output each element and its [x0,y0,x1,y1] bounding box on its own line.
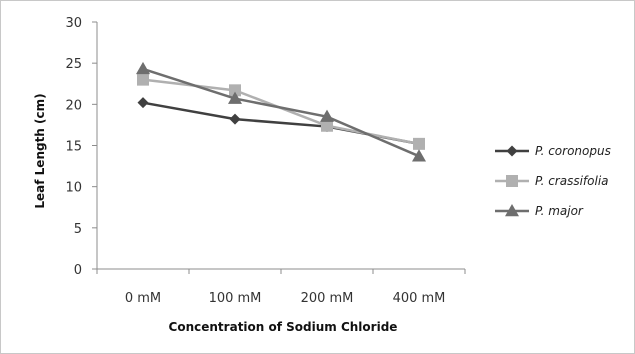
y-axis-title: Leaf Length (cm) [33,93,47,208]
legend: P. coronopus P. crassifolia P. major [495,144,611,218]
legend-label: P. coronopus [535,144,611,158]
data-point [228,91,242,104]
y-tick-label: 10 [65,181,82,196]
y-tick-label: 5 [74,222,82,237]
legend-marker [506,175,518,187]
x-tick-label: 100 mM [209,291,262,306]
series-1 [137,97,425,150]
x-tick-label: 0 mM [125,291,161,306]
y-tick-label: 25 [65,57,82,72]
x-axis-ticks: 0 mM 100 mM 200 mM 400 mM [96,269,466,306]
data-point [320,109,334,122]
legend-item: P. coronopus [495,144,611,158]
y-tick-label: 20 [65,98,82,113]
series-line [142,78,420,146]
data-point [137,73,149,86]
data-point [137,97,149,109]
legend-item: P. major [495,204,584,218]
x-tick-label: 200 mM [301,291,354,306]
series-3 [136,61,426,162]
data-point [321,119,333,132]
y-tick-label: 15 [65,140,82,155]
y-tick-label: 30 [65,16,82,31]
series-layer [136,61,426,162]
series-2 [137,73,425,150]
legend-label: P. crassifolia [535,174,609,188]
legend-label: P. major [535,204,584,218]
legend-marker [505,204,519,217]
x-axis-title: Concentration of Sodium Chloride [169,320,398,334]
data-point [412,149,426,162]
y-tick-label: 0 [74,263,82,278]
data-point [413,137,425,150]
data-point [229,84,241,97]
legend-marker [506,145,518,157]
x-tick-label: 400 mM [393,291,446,306]
data-point [229,113,241,125]
legend-item: P. crassifolia [495,174,609,188]
plot-area: 0 5 10 15 20 25 30 0 mM 100 mM 200 mM 400 mM [65,16,466,306]
data-point [136,61,150,75]
y-axis-ticks: 0 5 10 15 20 25 30 [65,16,97,278]
series-line [142,67,420,158]
